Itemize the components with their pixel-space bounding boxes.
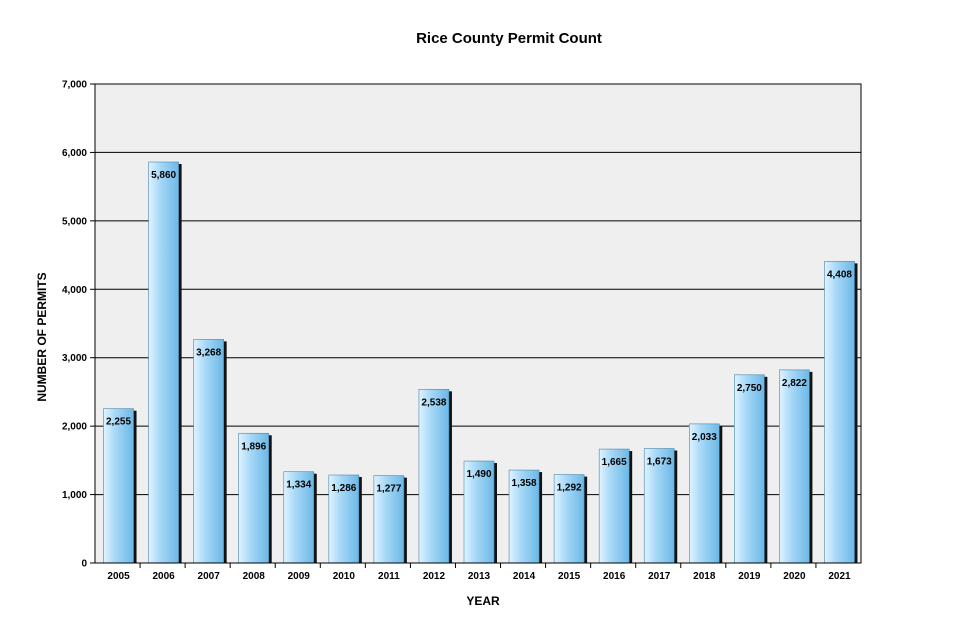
bar-value-label: 1,673: [647, 457, 672, 468]
x-tick-label: 2020: [783, 571, 806, 582]
bar-value-label: 1,277: [376, 484, 401, 495]
bar-value-label: 2,538: [421, 397, 446, 408]
bar: [779, 369, 810, 564]
bar: [463, 460, 495, 564]
bar-group: 1,292: [553, 474, 588, 564]
y-tick-label: 3,000: [62, 353, 87, 364]
y-tick-label: 4,000: [62, 285, 87, 296]
bar-group: 3,268: [193, 339, 227, 564]
x-tick-label: 2010: [333, 571, 356, 582]
x-tick-label: 2017: [648, 571, 671, 582]
x-tick-label: 2006: [152, 571, 175, 582]
bar-value-label: 1,286: [331, 483, 356, 494]
x-tick-label: 2019: [738, 571, 761, 582]
bar-group: 1,358: [508, 469, 543, 564]
bars: 2,255 5,860 3,268 1,896 1,334 1,286 1,277 2,538…: [103, 161, 858, 564]
bar-value-label: 2,033: [692, 432, 717, 443]
bar-value-label: 2,822: [782, 378, 807, 389]
x-tick-label: 2011: [378, 571, 400, 582]
bar: [824, 261, 855, 564]
x-tick-label: 2021: [828, 571, 851, 582]
x-tick-label: 2008: [243, 571, 266, 582]
bar: [103, 408, 134, 564]
bar-value-label: 1,358: [512, 478, 537, 489]
bar-value-label: 1,334: [286, 480, 311, 491]
bar: [418, 389, 450, 564]
y-tick-label: 7,000: [62, 80, 87, 91]
bar-group: 1,665: [598, 448, 633, 564]
bar: [148, 161, 179, 564]
y-axis-label: NUMBER OF PERMITS: [35, 272, 49, 401]
bar-group: 1,334: [283, 471, 317, 564]
x-axis-ticks: 2005 2006 2007 2008 2009 2010 2011 2012 2013 2014…: [107, 563, 851, 582]
x-tick-label: 2005: [107, 571, 130, 582]
bar-group: 1,673: [643, 448, 678, 564]
bar-value-label: 2,255: [106, 417, 131, 428]
bar: [193, 339, 224, 564]
bar-group: 1,490: [463, 460, 497, 564]
bar-value-label: 5,860: [151, 170, 176, 181]
bar-value-label: 3,268: [196, 347, 221, 358]
bar: [328, 474, 360, 564]
x-tick-label: 2016: [603, 571, 626, 582]
bar: [238, 432, 270, 564]
x-tick-label: 2013: [468, 571, 491, 582]
bar-value-label: 2,750: [737, 383, 762, 394]
bar-value-label: 1,896: [241, 441, 266, 452]
bar-group: 2,750: [734, 374, 768, 564]
y-axis-ticks: 0 1,000 2,000 3,000 4,000 5,000 6,000 7,000: [62, 80, 95, 570]
bar-value-label: 1,490: [466, 469, 491, 480]
bar-group: 1,896: [238, 432, 272, 564]
bar: [734, 374, 765, 564]
bar-value-label: 1,292: [557, 483, 582, 494]
x-tick-label: 2018: [693, 571, 716, 582]
x-tick-label: 2009: [288, 571, 311, 582]
x-tick-label: 2012: [423, 571, 446, 582]
bar: [508, 469, 540, 564]
y-tick-label: 5,000: [62, 216, 87, 227]
bar: [643, 448, 675, 564]
x-tick-label: 2015: [558, 571, 581, 582]
bar-group: 2,822: [779, 369, 813, 564]
chart-title: Rice County Permit Count: [416, 30, 602, 47]
bar-group: 1,277: [373, 475, 407, 564]
bar: [598, 448, 630, 564]
y-tick-label: 0: [81, 559, 87, 570]
bar: [688, 423, 720, 564]
bar-value-label: 4,408: [827, 269, 852, 280]
x-tick-label: 2007: [198, 571, 221, 582]
x-axis-label: YEAR: [466, 594, 500, 608]
bar-group: 4,408: [824, 261, 858, 564]
bar-group: 1,286: [328, 474, 362, 564]
bar-group: 2,255: [103, 408, 137, 564]
y-tick-label: 2,000: [62, 422, 87, 433]
x-tick-label: 2014: [513, 571, 536, 582]
bar-group: 2,033: [688, 423, 723, 564]
bar: [283, 471, 315, 564]
y-tick-label: 6,000: [62, 148, 87, 159]
bar-group: 5,860: [148, 161, 182, 564]
bar-group: 2,538: [418, 389, 452, 564]
y-tick-label: 1,000: [62, 490, 87, 501]
bar-value-label: 1,665: [602, 457, 627, 468]
